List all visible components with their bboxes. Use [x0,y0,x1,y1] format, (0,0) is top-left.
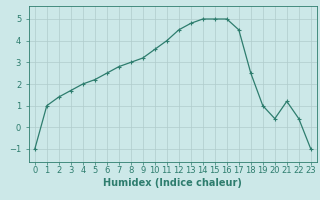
X-axis label: Humidex (Indice chaleur): Humidex (Indice chaleur) [103,178,242,188]
